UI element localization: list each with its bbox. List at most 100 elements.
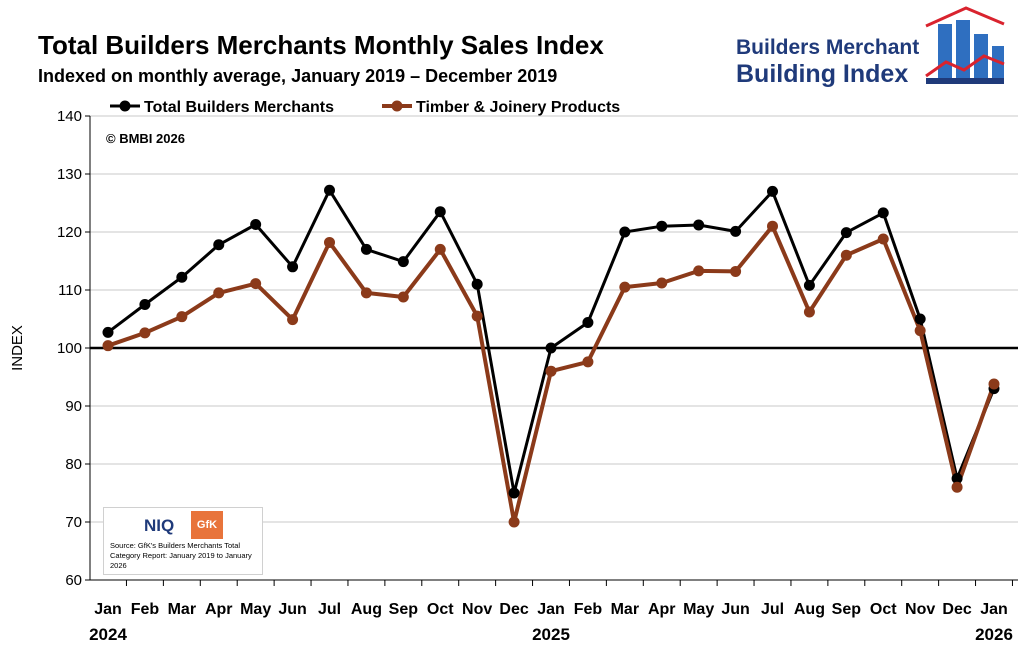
x-tick-label: Nov bbox=[905, 601, 935, 618]
series-1-point bbox=[693, 219, 705, 231]
series-2-point bbox=[213, 287, 225, 299]
series-2-point bbox=[324, 236, 335, 248]
y-tick-label: 70 bbox=[65, 514, 82, 531]
series-1-point bbox=[324, 184, 335, 196]
series-1-point bbox=[360, 243, 372, 255]
series-2-point bbox=[508, 516, 520, 528]
series-1-point bbox=[250, 218, 262, 230]
x-tick-label: Mar bbox=[168, 601, 196, 618]
series-2-point bbox=[434, 243, 446, 255]
series-2-point bbox=[730, 265, 742, 277]
series-1-point bbox=[767, 185, 778, 197]
series-2-point bbox=[914, 325, 926, 337]
series-2-point bbox=[139, 327, 151, 339]
y-tick-label: 90 bbox=[65, 398, 82, 415]
x-tick-label: Jul bbox=[318, 601, 341, 618]
series-2-point bbox=[656, 277, 668, 289]
x-tick-label: Sep bbox=[832, 601, 862, 618]
gfk-logo: GfK bbox=[191, 511, 223, 539]
series-1-point bbox=[213, 239, 225, 251]
series-1-point bbox=[471, 278, 483, 290]
x-tick-label: May bbox=[683, 601, 714, 618]
chart-subtitle: Indexed on monthly average, January 2019… bbox=[38, 66, 558, 86]
series-1-point bbox=[508, 487, 520, 499]
x-tick-label: Sep bbox=[389, 601, 419, 618]
series-2-point bbox=[803, 306, 815, 318]
series-2-point bbox=[767, 220, 778, 232]
copyright-label: © BMBI 2026 bbox=[106, 131, 185, 146]
series-2-point bbox=[988, 378, 1000, 390]
x-tick-label: Jan bbox=[980, 601, 1008, 618]
series-1-point bbox=[803, 279, 815, 291]
series-1-point bbox=[656, 220, 668, 232]
series-2-point bbox=[471, 310, 483, 322]
series-1-point bbox=[730, 225, 742, 237]
y-tick-label: 120 bbox=[57, 224, 82, 241]
series-2-point bbox=[287, 314, 299, 326]
series-2-point bbox=[582, 356, 594, 368]
x-tick-label: Apr bbox=[648, 601, 676, 618]
x-tick-label: Jan bbox=[94, 601, 122, 618]
x-tick-label: Jun bbox=[278, 601, 306, 618]
series-1-point bbox=[619, 226, 631, 238]
series-2-point bbox=[877, 233, 889, 245]
series-2-point bbox=[693, 265, 705, 277]
y-tick-label: 60 bbox=[65, 572, 82, 589]
series-2-point bbox=[176, 311, 188, 323]
x-tick-label: Jul bbox=[761, 601, 784, 618]
x-tick-label: Apr bbox=[205, 601, 233, 618]
series-1-point bbox=[840, 227, 852, 239]
series-2-point bbox=[397, 291, 409, 303]
series-2-point bbox=[250, 278, 262, 290]
series-1-point bbox=[582, 316, 594, 328]
logo-text-line2: Building Index bbox=[736, 60, 909, 88]
x-tick-label: Dec bbox=[942, 601, 971, 618]
series-2-point bbox=[360, 287, 372, 299]
source-box: NIQ GfK Source: GfK's Builders Merchants… bbox=[103, 507, 263, 575]
series-2-point bbox=[951, 481, 963, 493]
y-tick-label: 130 bbox=[57, 166, 82, 183]
x-tick-label: Nov bbox=[462, 601, 492, 618]
x-tick-label: Mar bbox=[611, 601, 639, 618]
legend-item-1: Total Builders Merchants bbox=[110, 99, 334, 116]
series-2-point bbox=[102, 340, 114, 352]
series-1-point bbox=[951, 473, 963, 484]
x-tick-label: Jun bbox=[721, 601, 749, 618]
x-tick-label: Dec bbox=[499, 601, 528, 618]
x-year-label: 2025 bbox=[532, 625, 570, 644]
x-tick-label: Feb bbox=[131, 601, 160, 618]
legend-label: Total Builders Merchants bbox=[144, 99, 334, 116]
series-1-point bbox=[102, 326, 114, 338]
series-1-point bbox=[434, 206, 446, 218]
x-tick-label: Oct bbox=[870, 601, 897, 618]
x-tick-label: Aug bbox=[351, 601, 382, 618]
source-text: Source: GfK's Builders Merchants Total C… bbox=[110, 541, 252, 570]
series-1-point bbox=[545, 342, 557, 354]
legend-swatch-marker bbox=[119, 100, 131, 112]
y-tick-label: 100 bbox=[57, 340, 82, 357]
x-tick-label: Aug bbox=[794, 601, 825, 618]
series-1-point bbox=[287, 261, 299, 273]
y-tick-label: 80 bbox=[65, 456, 82, 473]
series-1-point bbox=[914, 313, 926, 325]
series-1-point bbox=[397, 256, 409, 268]
x-tick-label: Feb bbox=[574, 601, 603, 618]
y-tick-label: 110 bbox=[58, 282, 82, 299]
series-1-point bbox=[176, 271, 188, 283]
y-tick-label: 140 bbox=[57, 108, 82, 125]
series-2-point bbox=[619, 281, 631, 293]
series-1-point bbox=[139, 299, 151, 310]
chart-title: Total Builders Merchants Monthly Sales I… bbox=[38, 30, 604, 60]
legend-label: Timber & Joinery Products bbox=[416, 99, 620, 116]
series-2-point bbox=[840, 249, 852, 261]
niq-logo: NIQ bbox=[144, 516, 175, 535]
x-year-label: 2024 bbox=[89, 625, 127, 644]
x-tick-label: Oct bbox=[427, 601, 454, 618]
series-line-1 bbox=[107, 188, 996, 495]
x-tick-label: Jan bbox=[537, 601, 565, 618]
series-1-point bbox=[877, 207, 889, 219]
series-2-point bbox=[545, 365, 557, 377]
legend-swatch-marker bbox=[391, 100, 403, 112]
legend-item-2: Timber & Joinery Products bbox=[382, 99, 620, 116]
